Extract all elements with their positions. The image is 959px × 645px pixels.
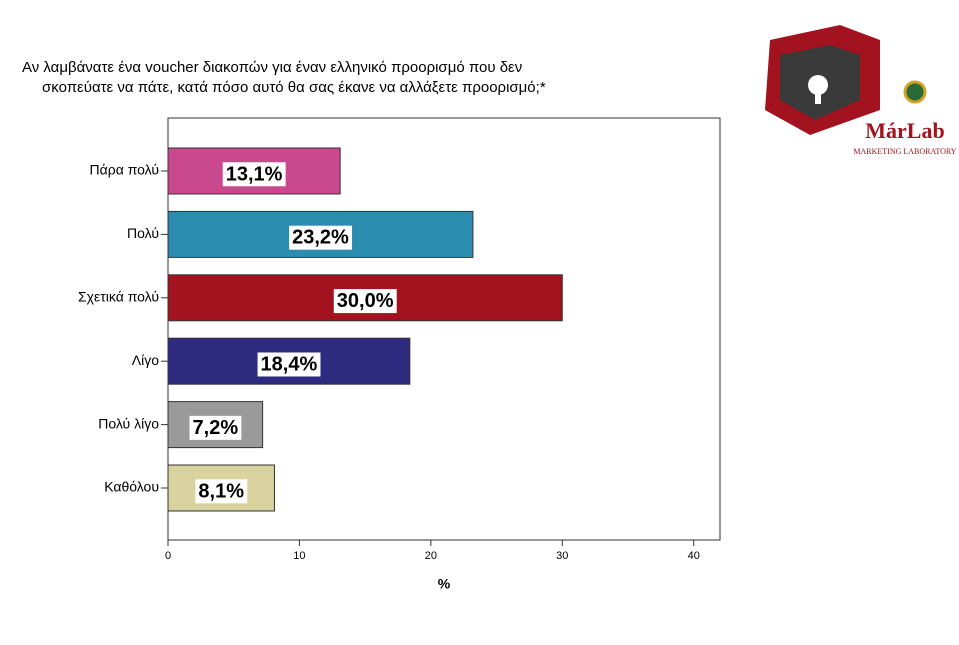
plot-area xyxy=(167,117,721,541)
x-tick-label: 30 xyxy=(556,550,568,562)
x-tick-label: 10 xyxy=(293,550,305,562)
logo-name: MárLab xyxy=(865,118,944,143)
y-tick-label: Καθόλου xyxy=(104,479,159,495)
data-label: 7,2% xyxy=(193,417,239,439)
data-label: 13,1% xyxy=(226,163,283,185)
logo: MárLab MARKETING LABORATORY xyxy=(765,25,957,156)
logo-subtitle: MARKETING LABORATORY xyxy=(853,147,956,156)
y-tick-label: Λίγο xyxy=(132,352,159,368)
y-tick-label: Πολύ xyxy=(127,225,159,241)
y-tick-label: Πάρα πολύ xyxy=(90,162,159,178)
data-label-bg xyxy=(289,225,353,250)
x-tick-label: 0 xyxy=(165,550,171,562)
bar xyxy=(167,210,474,258)
x-axis-label: % xyxy=(438,576,451,592)
data-label: 8,1% xyxy=(198,480,244,502)
data-label-bg xyxy=(222,162,286,187)
y-tick-label: Πολύ λίγο xyxy=(98,415,159,431)
logo-icon xyxy=(903,80,927,104)
data-label: 23,2% xyxy=(292,227,349,249)
data-label-bg xyxy=(257,352,321,377)
x-tick-label: 40 xyxy=(688,550,700,562)
data-label: 30,0% xyxy=(337,290,394,312)
data-label: 18,4% xyxy=(261,353,318,375)
data-label-bg xyxy=(189,415,242,440)
chart-title: σκοπεύατε να πάτε, κατά πόσο αυτό θα σας… xyxy=(42,79,546,96)
data-label-bg xyxy=(333,289,397,314)
logo-icon xyxy=(808,75,828,95)
logo-icon xyxy=(815,88,821,104)
x-tick-label: 20 xyxy=(425,550,437,562)
data-label-bg xyxy=(195,479,248,504)
y-tick-label: Σχετικά πολύ xyxy=(78,289,159,305)
chart-title: Αν λαμβάνατε ένα voucher διακοπών για έν… xyxy=(22,59,522,76)
